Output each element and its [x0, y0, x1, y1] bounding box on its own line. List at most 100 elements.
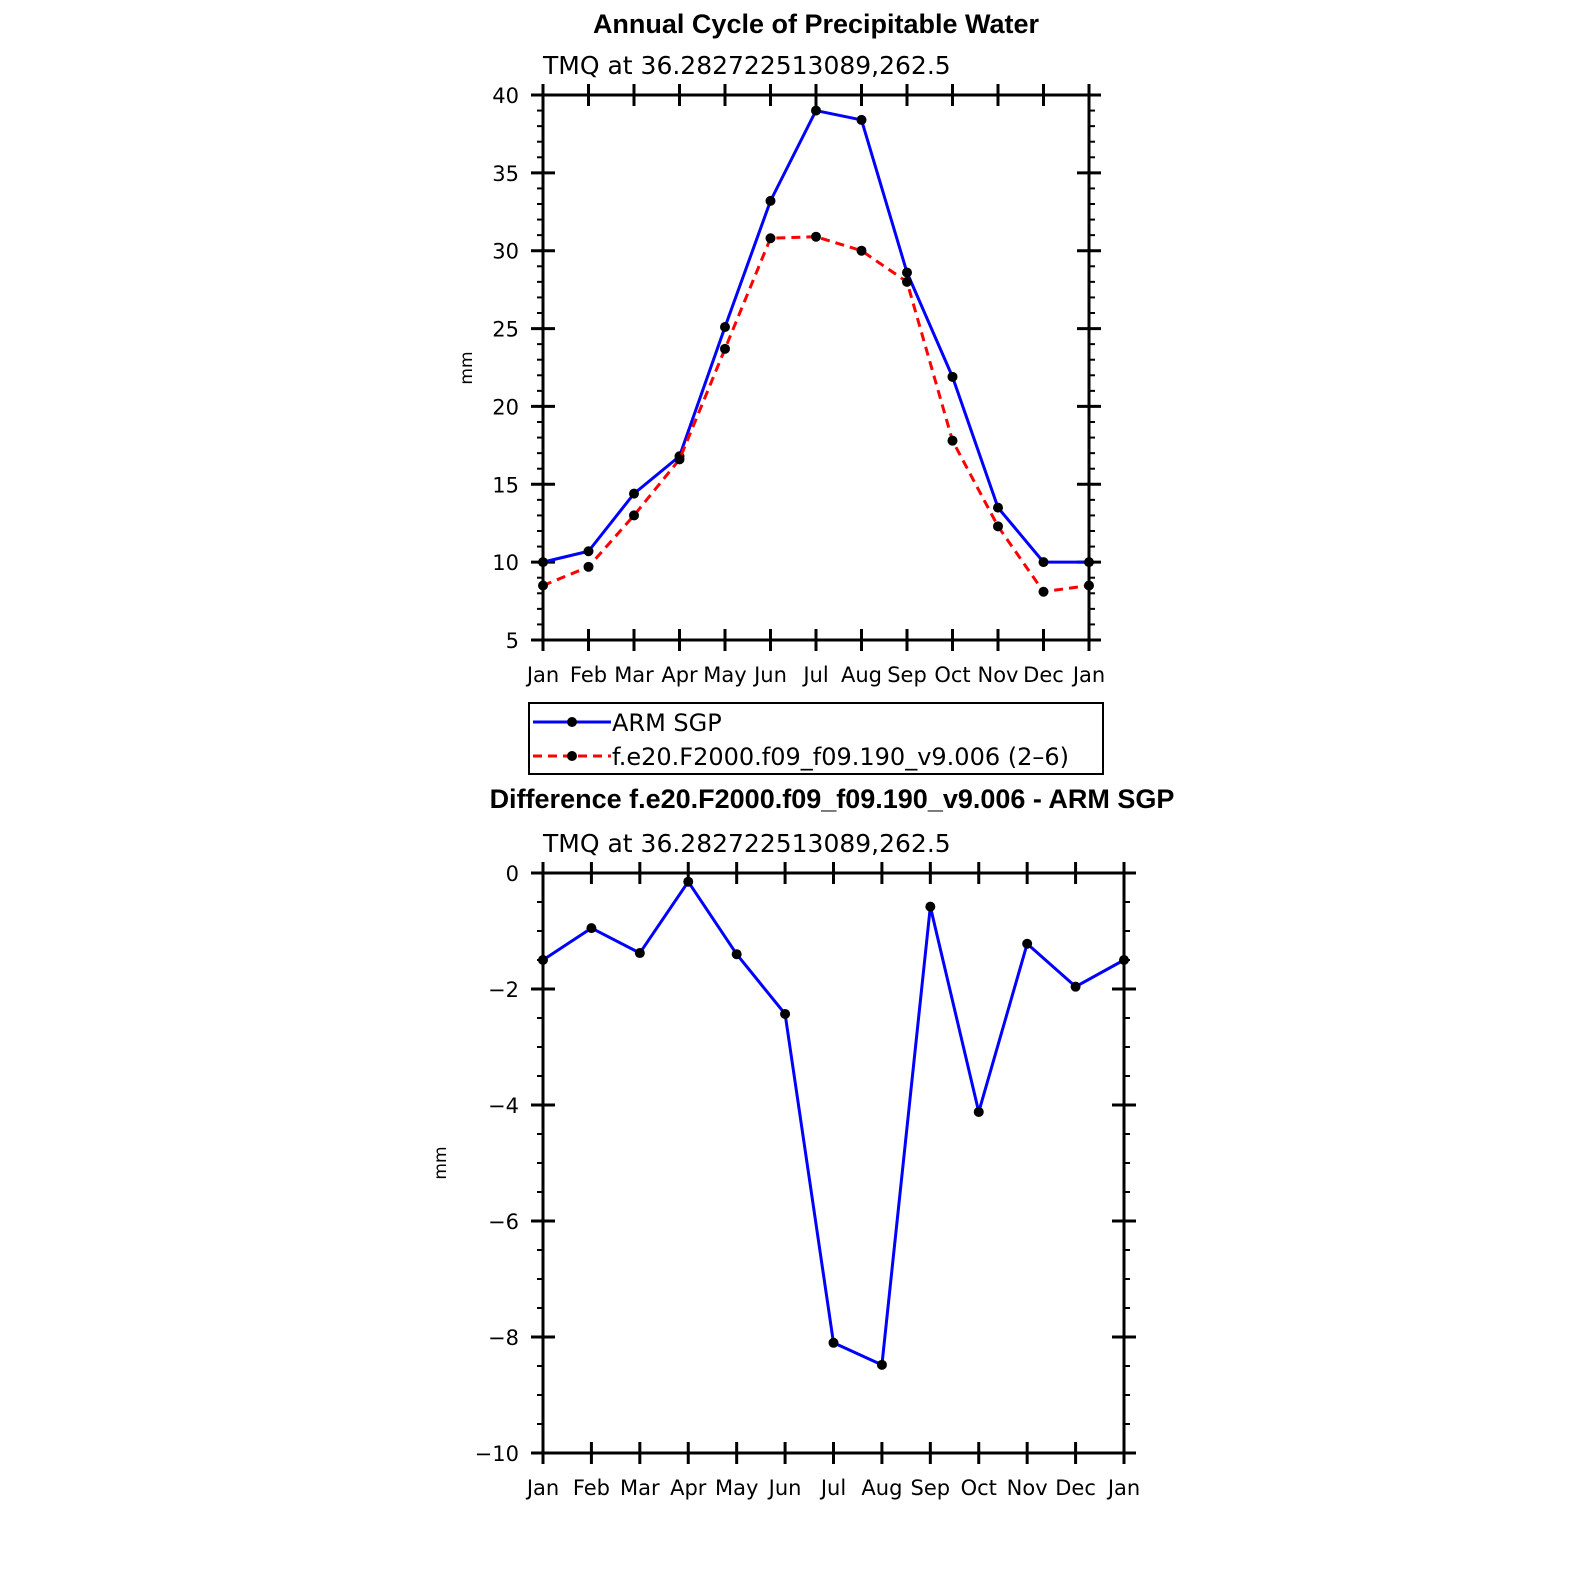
bottom-chart-ylabel: mm — [431, 1146, 451, 1179]
bottom-chart-ticks — [531, 862, 1136, 1464]
x-tick-label: Jul — [819, 1476, 846, 1500]
y-tick-label: 20 — [492, 395, 519, 419]
data-point-0-0 — [720, 322, 730, 333]
data-point-1-0 — [683, 876, 694, 887]
data-point-0-1 — [993, 521, 1003, 532]
x-tick-label: Jan — [1106, 1476, 1140, 1500]
data-point-0-0 — [993, 502, 1003, 513]
legend-label-arm-sgp: ARM SGP — [612, 709, 722, 737]
data-point-0-0 — [583, 546, 594, 557]
data-point-0-1 — [856, 245, 867, 256]
y-tick-label: 35 — [492, 162, 519, 186]
y-tick-label: −2 — [488, 978, 519, 1002]
top-chart-subtitle: TMQ at 36.282722513089,262.5 — [542, 51, 951, 80]
data-point-1-0 — [973, 1106, 984, 1117]
legend-box — [528, 702, 1104, 775]
bottom-chart-x-tick-labels: Jan Feb Mar Apr May Jun Jul Aug Sep Oct Nov Dec Jan — [525, 1476, 1140, 1500]
x-tick-label: Apr — [670, 1476, 707, 1500]
y-tick-label: 5 — [506, 629, 519, 653]
series-line-0-0 — [542, 109, 1089, 564]
x-tick-label: May — [703, 663, 746, 687]
data-point-1-0 — [780, 1008, 791, 1019]
x-tick-label: Jul — [801, 663, 828, 687]
top-chart-plot-frame — [541, 93, 1091, 642]
top-chart-series — [538, 105, 1094, 597]
x-tick-label: Oct — [934, 663, 970, 687]
data-point-0-1 — [674, 454, 685, 465]
legend-marker-arm-sgp — [567, 717, 577, 727]
y-tick-label: 30 — [492, 240, 519, 264]
data-point-1-0 — [876, 1359, 887, 1370]
bottom-chart-series — [538, 876, 1129, 1370]
data-point-1-0 — [586, 923, 597, 934]
data-point-0-0 — [856, 114, 867, 125]
data-point-0-0 — [765, 195, 776, 206]
data-point-0-1 — [1038, 586, 1049, 597]
y-tick-label: 10 — [492, 551, 519, 575]
x-tick-label: Jun — [767, 1476, 802, 1500]
x-tick-label: Jan — [525, 1476, 559, 1500]
y-tick-label: 0 — [506, 862, 519, 886]
x-tick-label: Aug — [861, 1476, 902, 1500]
data-point-0-1 — [720, 343, 730, 354]
x-tick-label: Dec — [1055, 1476, 1096, 1500]
data-point-0-1 — [811, 231, 821, 242]
bottom-chart: Difference f.e20.F2000.f09_f09.190_v9.00… — [431, 784, 1174, 1500]
y-tick-label: −6 — [488, 1210, 519, 1234]
x-tick-label: Feb — [573, 1476, 610, 1500]
x-tick-label: Sep — [887, 663, 927, 687]
x-tick-label: May — [715, 1476, 758, 1500]
data-point-1-0 — [828, 1337, 839, 1348]
data-point-1-0 — [925, 901, 936, 912]
x-tick-label: Sep — [911, 1476, 951, 1500]
data-point-0-0 — [947, 371, 958, 382]
top-chart-ylabel: mm — [457, 351, 477, 384]
top-chart-x-tick-labels: Jan Feb Mar Apr May Jun Jul Aug Sep Oct Nov Dec Jan — [525, 663, 1105, 687]
x-tick-label: Mar — [620, 1476, 660, 1500]
x-tick-label: Mar — [614, 663, 654, 687]
bottom-chart-title: Difference f.e20.F2000.f09_f09.190_v9.00… — [490, 784, 1175, 814]
data-point-0-0 — [902, 267, 912, 278]
series-line-1-0 — [542, 880, 1125, 1367]
data-point-0-0 — [1038, 557, 1049, 568]
y-tick-label: 40 — [492, 84, 519, 108]
top-chart-ticks — [531, 84, 1101, 651]
data-point-0-0 — [629, 488, 639, 499]
x-tick-label: Nov — [978, 663, 1019, 687]
top-chart-y-tick-labels: 5 10 15 20 25 30 35 40 — [492, 84, 519, 653]
x-tick-label: Jan — [1071, 663, 1105, 687]
data-point-0-1 — [629, 510, 639, 521]
x-tick-label: Aug — [841, 663, 882, 687]
series-line-0-1 — [542, 235, 1090, 594]
x-tick-label: Nov — [1007, 1476, 1048, 1500]
data-point-0-0 — [811, 105, 821, 116]
data-point-1-0 — [1070, 981, 1081, 992]
y-tick-label: −4 — [488, 1094, 519, 1118]
x-tick-label: Jan — [525, 663, 559, 687]
y-tick-label: 25 — [492, 318, 519, 342]
legend-marker-model — [567, 751, 577, 761]
y-tick-label: −8 — [488, 1326, 519, 1350]
x-tick-label: Dec — [1023, 663, 1064, 687]
legend-label-model: f.e20.F2000.f09_f09.190_v9.006 (2–6) — [612, 743, 1069, 771]
data-point-1-0 — [634, 948, 645, 959]
x-tick-label: Jun — [752, 663, 787, 687]
data-point-0-1 — [765, 233, 776, 244]
top-chart-legend: ARM SGP f.e20.F2000.f09_f09.190_v9.006 (… — [528, 702, 1104, 775]
y-tick-label: 15 — [492, 473, 519, 497]
x-tick-label: Apr — [661, 663, 698, 687]
top-chart-title: Annual Cycle of Precipitable Water — [593, 9, 1040, 39]
data-point-0-1 — [902, 276, 912, 287]
bottom-chart-y-tick-labels: −10 −8 −6 −4 −2 0 — [475, 862, 519, 1466]
data-point-1-0 — [1022, 938, 1033, 949]
top-chart: Annual Cycle of Precipitable Water TMQ a… — [457, 9, 1105, 687]
data-point-0-1 — [583, 561, 594, 572]
bottom-chart-plot-frame — [541, 871, 1126, 1455]
bottom-chart-subtitle: TMQ at 36.282722513089,262.5 — [542, 829, 951, 858]
x-tick-label: Feb — [570, 663, 607, 687]
data-point-0-1 — [947, 435, 958, 446]
data-point-1-0 — [731, 949, 742, 960]
y-tick-label: −10 — [475, 1442, 519, 1466]
x-tick-label: Oct — [961, 1476, 997, 1500]
